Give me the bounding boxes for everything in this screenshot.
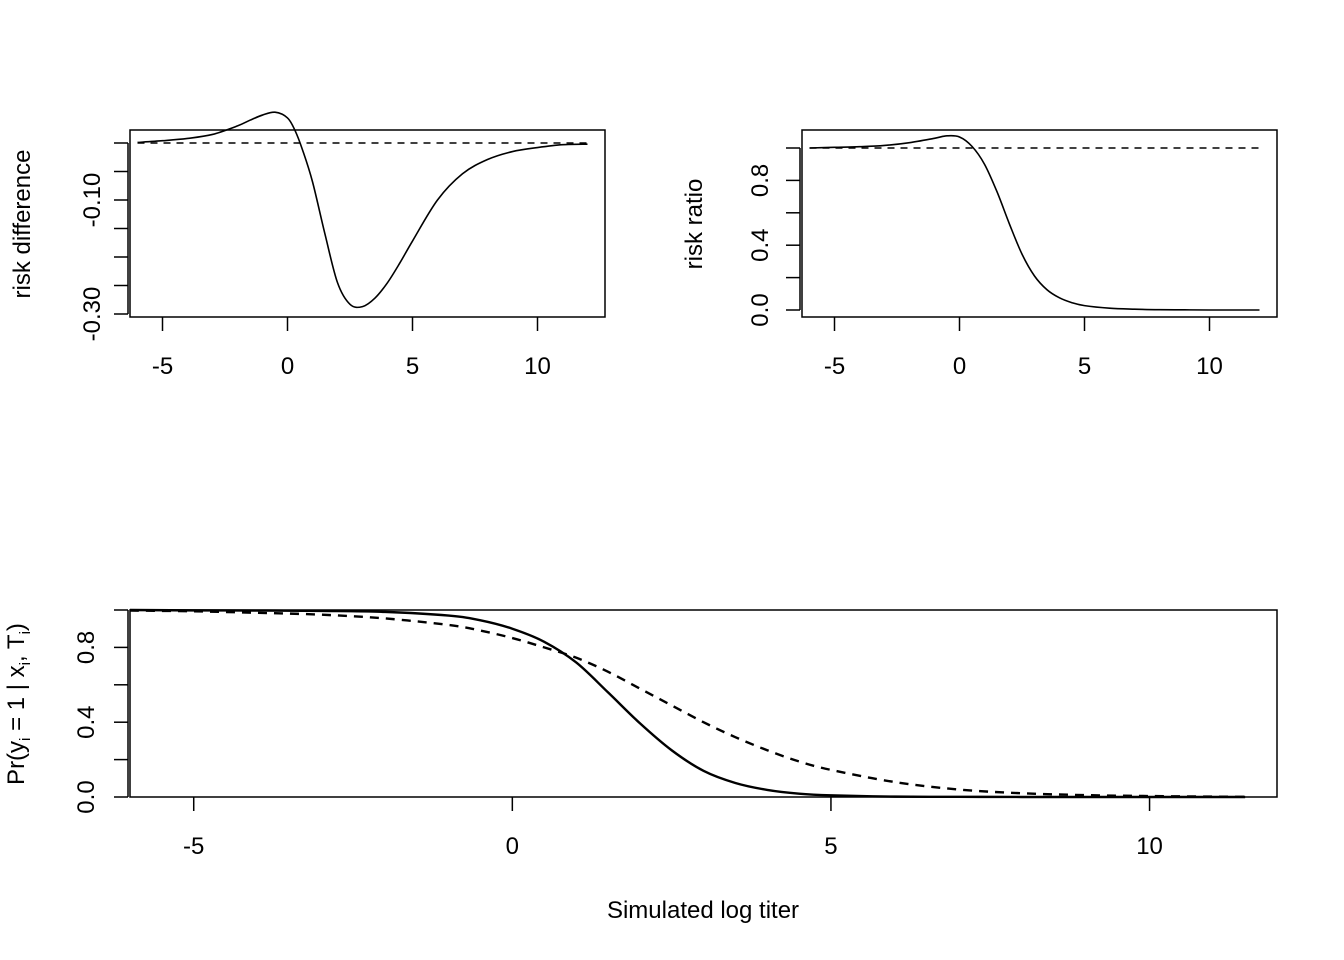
dashed-series-line (129, 609, 1246, 799)
y-tick-label: -0.10 (79, 173, 106, 228)
plot-marks (809, 134, 1260, 311)
x-axis: -5 0 5 10 (152, 317, 551, 380)
y-axis-title: risk ratio (681, 179, 708, 270)
solid-series-line (809, 134, 1260, 311)
risk-difference-panel: -5 0 5 10 -0.30 -0.10 risk difference (9, 111, 606, 380)
y-axis: 0.0 0.4 0.8 (73, 609, 129, 814)
y-tick-label: -0.30 (79, 287, 106, 342)
y-axis-title: risk difference (9, 150, 36, 299)
plot-frame (129, 609, 1278, 798)
y-tick-label: 0.4 (747, 229, 774, 262)
y-tick-label: 0.8 (747, 164, 774, 197)
x-tick-label: 0 (281, 353, 294, 380)
x-tick-label: -5 (824, 353, 845, 380)
x-tick-label: -5 (152, 353, 173, 380)
y-axis: 0.0 0.4 0.8 (747, 147, 801, 327)
x-tick-label: -5 (183, 833, 204, 860)
y-tick-label: 0.0 (747, 293, 774, 326)
y-axis: -0.30 -0.10 (79, 142, 129, 342)
x-tick-label: 5 (824, 833, 837, 860)
solid-series-line (137, 111, 588, 309)
solid-series-line (129, 608, 1246, 799)
risk-ratio-panel: -5 0 5 10 0.0 0.4 0.8 risk ratio (681, 129, 1278, 380)
plot-marks (129, 608, 1246, 799)
x-tick-label: 0 (953, 353, 966, 380)
probability-panel: -5 0 5 10 0.0 0.4 0.8 Simulated log titer Pr(… (3, 608, 1278, 924)
x-axis-title: Simulated log titer (607, 897, 799, 924)
y-tick-label: 0.0 (73, 780, 100, 813)
plot-frame (801, 129, 1278, 318)
x-tick-label: 0 (506, 833, 519, 860)
plot-marks (137, 111, 588, 309)
x-axis: -5 0 5 10 (183, 797, 1163, 860)
x-tick-label: 10 (1196, 353, 1223, 380)
y-tick-label: 0.8 (73, 631, 100, 664)
x-axis: -5 0 5 10 (824, 317, 1223, 380)
x-tick-label: 10 (1136, 833, 1163, 860)
x-tick-label: 10 (524, 353, 551, 380)
y-tick-label: 0.4 (73, 706, 100, 739)
x-tick-label: 5 (406, 353, 419, 380)
x-tick-label: 5 (1078, 353, 1091, 380)
y-axis-title: Pr(yi = 1 | xi, Ti) (3, 623, 34, 785)
plot-frame (129, 129, 606, 318)
